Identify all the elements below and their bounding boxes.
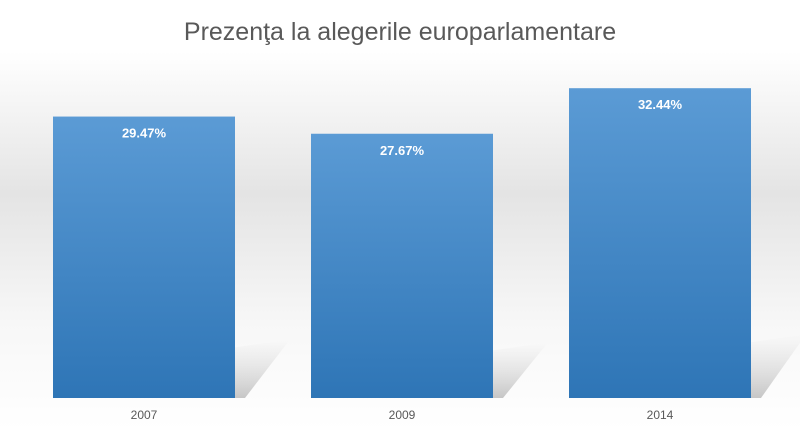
bars: [53, 88, 751, 399]
x-tick-label: 2009: [389, 408, 416, 422]
bar-value-labels: 29.47% 27.67% 32.44%: [122, 97, 683, 158]
x-tick-label: 2007: [131, 408, 158, 422]
bar-2014: [569, 88, 751, 398]
bar-2007: [53, 116, 235, 399]
bar-2009: [311, 133, 493, 398]
bar-shadows: [235, 335, 800, 398]
bar-value-label: 32.44%: [638, 97, 683, 112]
bar-value-label: 27.67%: [380, 143, 425, 158]
x-axis-ticks: 2007 2009 2014: [131, 408, 674, 422]
bar-value-label: 29.47%: [122, 126, 167, 141]
chart-title: Prezenţa la alegerile europarlamentare: [184, 18, 616, 46]
bar-shadow: [493, 342, 548, 398]
bar-shadow: [235, 339, 290, 398]
bar-shadow: [751, 335, 800, 398]
x-tick-label: 2014: [647, 408, 674, 422]
